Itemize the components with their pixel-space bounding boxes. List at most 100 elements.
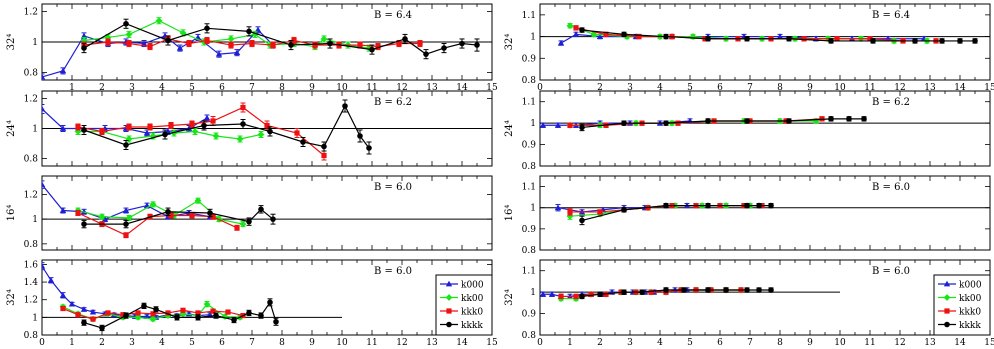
data-point-kkk0	[264, 122, 270, 129]
x-tick-label: 4	[657, 83, 663, 93]
data-point-kkkk	[705, 202, 711, 209]
data-point-kkkk	[705, 35, 711, 42]
data-point-kkk0	[588, 291, 594, 297]
data-point-kkkk	[474, 42, 480, 48]
x-tick-label: 15	[486, 338, 498, 348]
data-point-kkkk	[204, 25, 210, 32]
beta-label: B = 6.0	[374, 266, 412, 277]
data-point-kkkk	[267, 128, 273, 135]
data-point-kkkk	[828, 38, 834, 44]
data-point-kkk0	[204, 37, 210, 44]
y-tick-label: 1.1	[522, 11, 536, 21]
data-point-kkkk	[663, 287, 669, 293]
series-line-kkk0	[77, 106, 325, 156]
data-point-kkkk	[81, 45, 87, 51]
data-point-kkkk	[423, 51, 429, 57]
data-point-k000	[122, 207, 130, 213]
x-tick-label: 9	[309, 83, 315, 93]
data-point-kkk0	[834, 36, 840, 42]
x-tick-label: 10	[336, 338, 348, 348]
data-point-kkkk	[663, 120, 669, 126]
data-point-kk00	[155, 17, 163, 25]
x-tick-label: 9	[807, 83, 813, 93]
data-point-kkkk	[357, 133, 363, 139]
x-tick-label: 4	[657, 338, 663, 348]
legend-marker-k000	[445, 280, 453, 287]
series-group	[42, 262, 279, 332]
panel-left-3: 0.8 1 1.2 16⁴ B = 6.0	[6, 175, 493, 251]
x-tick-label: 6	[717, 83, 723, 93]
data-point-kk00	[134, 313, 142, 321]
x-tick-label: 6	[219, 338, 225, 348]
y-tick-label: 0.9	[522, 54, 537, 64]
data-point-kkkk	[246, 28, 252, 35]
data-point-kkkk	[195, 314, 201, 321]
x-tick-label: 15	[984, 338, 994, 348]
data-point-kk00	[236, 135, 244, 143]
data-point-kkkk	[123, 20, 129, 27]
panel-left-4: 0 1 2 3 4 5 6 7 8 9 10 11 12 13 14 150.811.21.41.632⁴B …	[6, 259, 498, 348]
data-point-kkk0	[168, 212, 174, 219]
x-tick-label: 11	[864, 338, 875, 348]
data-point-kk00	[365, 44, 373, 52]
x-tick-label: 5	[687, 338, 693, 348]
x-tick-label: 10	[834, 338, 846, 348]
data-point-kkk0	[75, 124, 81, 130]
data-point-kkkk	[768, 202, 774, 209]
data-point-kkkk	[621, 31, 627, 38]
data-point-kkk0	[210, 214, 216, 220]
y-axis-label: 32⁴	[6, 34, 17, 51]
series-group	[42, 17, 480, 80]
legend: k000 kk00 kkk0 kkkk	[435, 274, 493, 336]
legend-label-kk00: kk00	[959, 294, 982, 304]
data-point-kkkk	[597, 291, 603, 298]
data-point-kkkk	[342, 103, 348, 109]
x-tick-label: 8	[777, 338, 783, 348]
data-point-kk00	[149, 315, 157, 323]
data-point-kkkk	[246, 218, 252, 225]
data-point-kkkk	[957, 38, 963, 44]
legend-label-kkk0: kkk0	[959, 308, 981, 318]
data-point-kkk0	[375, 43, 381, 50]
data-point-kkkk	[99, 325, 105, 331]
data-point-kkk0	[120, 312, 126, 318]
y-axis-label: 24⁴	[6, 120, 17, 137]
y-tick-label: 1.2	[24, 8, 38, 18]
data-point-kk00	[221, 313, 229, 320]
beta-label: B = 6.4	[374, 10, 412, 21]
x-tick-label: 0	[537, 338, 543, 348]
x-tick-label: 3	[129, 338, 135, 348]
data-point-kkkk	[621, 120, 627, 126]
x-tick-label: 14	[954, 83, 966, 93]
x-tick-label: 15	[984, 83, 994, 93]
series-group	[540, 116, 867, 132]
series-line-kkkk	[581, 29, 975, 42]
data-point-kkk0	[636, 33, 642, 40]
legend-label-k000: k000	[461, 281, 484, 291]
x-tick-label: 4	[159, 338, 165, 348]
x-tick-label: 12	[396, 83, 407, 93]
data-point-kkkk	[267, 299, 273, 306]
data-point-k000	[143, 313, 151, 319]
y-tick-label: 0.8	[522, 76, 537, 86]
data-point-kkkk	[327, 40, 333, 47]
series-group	[557, 22, 978, 46]
data-point-k000	[42, 181, 46, 188]
data-point-kkkk	[768, 287, 774, 293]
data-point-kkk0	[135, 310, 141, 316]
data-point-kkk0	[417, 40, 423, 47]
data-point-kkkk	[579, 27, 585, 33]
data-point-k000	[540, 122, 547, 128]
x-tick-label: 7	[249, 83, 255, 93]
panel-right-3: 0.8 0.9 1 1.1 16⁴ B = 6.0	[504, 175, 991, 256]
data-point-kkkk	[258, 312, 264, 319]
panel-left-2: 0.8 1 1.2 24⁴ B = 6.2	[6, 90, 493, 167]
data-point-kkkk	[153, 306, 159, 313]
data-point-kkkk	[81, 127, 87, 133]
series-group	[42, 180, 276, 239]
data-point-kkkk	[723, 287, 729, 293]
legend-label-kk00: kk00	[461, 294, 484, 304]
series-group	[540, 286, 774, 302]
data-point-kkk0	[150, 311, 156, 317]
